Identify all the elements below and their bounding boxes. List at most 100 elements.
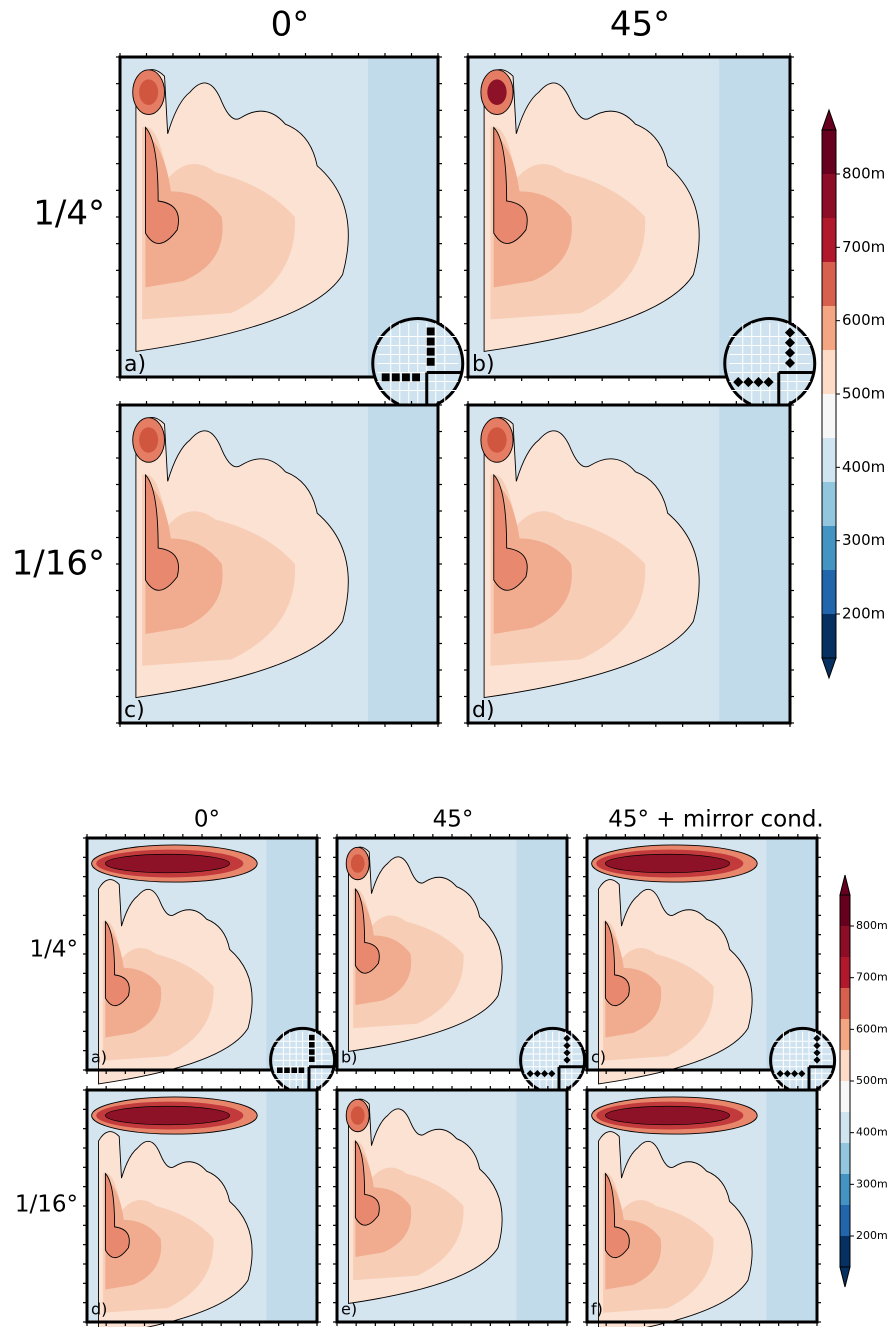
eddy-core [139, 79, 159, 105]
inset-cell [743, 377, 754, 388]
inset-cell [548, 1070, 556, 1078]
inset-cell [309, 1042, 315, 1048]
inset-cell [402, 373, 410, 382]
contour-fill [493, 133, 572, 288]
colorbar-band [822, 218, 836, 262]
panel-label: a) [124, 352, 146, 377]
east-band [719, 405, 790, 723]
contour-fill [355, 1145, 412, 1258]
inset-cell [813, 1049, 821, 1057]
field [133, 57, 438, 377]
colorbar-band [822, 482, 836, 526]
contour-fill [105, 1178, 162, 1290]
contour-fill [355, 893, 412, 1006]
colorbar-arrow-bottom [839, 1266, 851, 1288]
inset-cell [563, 1042, 571, 1050]
colorbar-label: 200m [856, 1229, 888, 1242]
inset-cell [813, 1042, 821, 1050]
inset-cell [284, 1067, 290, 1074]
colorbar-band [822, 438, 836, 482]
east-band [266, 1090, 317, 1322]
contour-fill [105, 922, 129, 1006]
inset-cell [291, 1067, 297, 1074]
colorbar-band [822, 262, 836, 306]
inset-cell [309, 1056, 315, 1062]
colorbar-band [840, 1050, 850, 1081]
colorbar-label: 800m [842, 165, 885, 183]
contour-fill [145, 127, 178, 243]
colorbar-band [822, 614, 836, 658]
contour-fill [605, 922, 629, 1006]
panel-label: f) [591, 1300, 603, 1319]
colorbar-band [840, 895, 850, 926]
jet-core [105, 854, 229, 873]
inset-cell [784, 347, 796, 358]
contour-fill [605, 926, 662, 1038]
colorbar: 800m 700m 600m 500m 400m 300m 200m [839, 874, 888, 1288]
map-panel: b) [464, 53, 817, 410]
inset-cell [541, 1070, 549, 1078]
east-band [766, 1090, 817, 1322]
contour-fill [605, 1178, 662, 1290]
inset-cell [426, 337, 435, 346]
inset-cell [426, 347, 435, 356]
inset-cell [563, 1034, 571, 1042]
colorbar-label: 500m [856, 1074, 888, 1087]
panel-label: b) [472, 352, 495, 377]
colorbar-arrow-top [839, 874, 851, 896]
map-panel: a) [83, 834, 337, 1094]
colorbar-band [822, 570, 836, 614]
colorbar-band [840, 1143, 850, 1174]
field [592, 838, 817, 1084]
inset-cell [784, 327, 796, 338]
contour-fill [494, 475, 527, 590]
colorbar-band [822, 306, 836, 350]
eddy-core [487, 427, 507, 453]
map-panel: f) [583, 1086, 821, 1327]
inset-cell [533, 1070, 541, 1078]
panel-label: c) [124, 698, 145, 723]
eddy-core [350, 1106, 365, 1125]
colorbar-band [822, 394, 836, 438]
contour-fill [355, 1141, 379, 1225]
contour-fill [105, 1174, 129, 1258]
contour-fill [493, 481, 572, 634]
inset-cell [784, 357, 796, 368]
panel-label: a) [91, 1048, 107, 1067]
colorbar-band [840, 926, 850, 957]
eddy-core [487, 79, 507, 105]
inset-cell [753, 377, 764, 388]
inset-cell [426, 357, 435, 366]
colorbar-label: 700m [856, 971, 888, 984]
inset-cell [309, 1049, 315, 1055]
panel-label: b) [341, 1048, 357, 1067]
eddy-core [350, 854, 365, 873]
contour-fill [145, 475, 178, 590]
column-title: 0° [271, 5, 310, 45]
panel-label: d) [91, 1300, 107, 1319]
field [592, 1090, 817, 1327]
colorbar-arrow-bottom [821, 657, 837, 680]
map-panel: e) [333, 1086, 571, 1326]
contour-fill [605, 1174, 629, 1258]
colorbar-band [840, 1174, 850, 1205]
colorbar-arrow-top [821, 108, 837, 131]
panel-label: e) [341, 1300, 357, 1319]
inset-cell [426, 327, 435, 336]
map-panel: d) [464, 401, 794, 727]
colorbar-label: 400m [842, 458, 885, 476]
panel-label: d) [472, 698, 495, 723]
colorbar-band [840, 1205, 850, 1236]
colorbar-label: 300m [856, 1177, 888, 1190]
colorbar-band [840, 1019, 850, 1050]
colorbar-band [822, 174, 836, 218]
inset-cell [776, 1070, 784, 1078]
field [481, 405, 790, 723]
inset-cell [783, 1070, 791, 1078]
map-panel: a) [116, 53, 465, 410]
row-title: 1/16° [15, 1192, 78, 1218]
map-panel: c) [583, 834, 837, 1094]
column-title: 45° [433, 807, 474, 833]
inset-cell [277, 1067, 283, 1074]
column-title: 0° [194, 807, 220, 833]
